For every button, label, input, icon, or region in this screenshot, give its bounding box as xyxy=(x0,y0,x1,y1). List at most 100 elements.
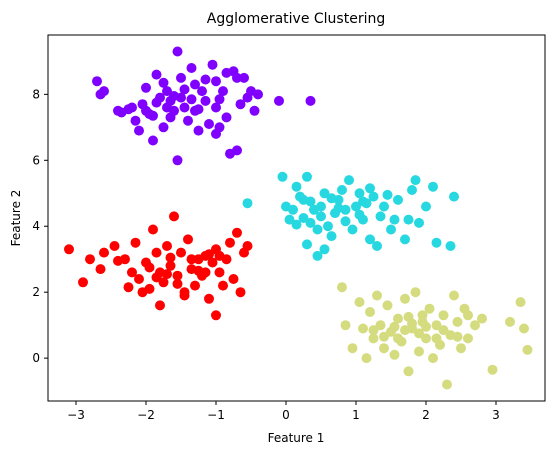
cluster-4-point xyxy=(379,331,389,342)
cluster-4-point xyxy=(452,316,463,327)
cluster-2-point xyxy=(382,189,393,200)
cluster-2-point xyxy=(312,250,323,261)
cluster-4-point xyxy=(403,366,414,377)
cluster-2-point xyxy=(372,241,382,251)
cluster-1-point xyxy=(176,72,186,83)
cluster-4-point xyxy=(470,320,480,331)
cluster-1-point xyxy=(190,79,200,90)
cluster-2-point xyxy=(288,204,298,215)
cluster-1-point xyxy=(232,145,242,156)
cluster-3-point xyxy=(176,247,186,258)
cluster-3-point xyxy=(218,280,228,291)
cluster-3-point xyxy=(200,267,211,278)
cluster-1-point xyxy=(148,135,158,146)
cluster-4-point xyxy=(400,325,410,336)
cluster-3-point xyxy=(162,269,172,280)
cluster-4-point xyxy=(382,300,393,311)
cluster-4-point xyxy=(368,333,379,344)
cluster-2-point xyxy=(389,214,400,225)
cluster-3-point xyxy=(151,272,162,283)
cluster-4-point xyxy=(347,343,358,354)
cluster-1-point xyxy=(130,115,141,126)
cluster-1-point xyxy=(305,95,316,106)
cluster-4-point xyxy=(389,349,400,360)
cluster-2-point xyxy=(375,211,386,222)
cluster-1-point xyxy=(162,86,172,97)
cluster-2-point xyxy=(365,234,375,245)
cluster-3-point xyxy=(172,270,183,281)
cluster-2-point xyxy=(421,201,431,212)
cluster-4-point xyxy=(522,344,533,355)
cluster-4-point xyxy=(368,325,379,336)
cluster-4-point xyxy=(375,320,386,331)
cluster-1-point xyxy=(165,112,176,123)
cluster-1-point xyxy=(221,112,232,123)
cluster-2-point xyxy=(305,217,316,228)
cluster-1-point xyxy=(253,89,263,100)
cluster-1-point xyxy=(141,82,151,93)
cluster-1-point xyxy=(183,115,193,126)
cluster-1-point xyxy=(211,128,221,139)
y-tick-label: 4 xyxy=(32,219,40,233)
cluster-2-point xyxy=(319,188,330,199)
cluster-2-point xyxy=(354,209,365,220)
plot-frame xyxy=(47,34,546,402)
x-tick-label: 1 xyxy=(352,408,360,422)
cluster-2-point xyxy=(351,201,361,212)
cluster-2-point xyxy=(323,221,333,232)
cluster-4-point xyxy=(414,346,424,357)
cluster-3-point xyxy=(134,274,144,284)
cluster-3-point xyxy=(207,257,218,268)
cluster-3-point xyxy=(64,244,74,255)
cluster-2-point xyxy=(347,224,358,235)
cluster-4-point xyxy=(438,310,449,321)
x-tick-label: −2 xyxy=(137,408,155,422)
y-tick-label: 0 xyxy=(32,351,40,365)
x-axis-ticks: −3 −2 −1 0 1 2 3 xyxy=(67,401,500,422)
cluster-2-point xyxy=(242,198,253,209)
cluster-2-point xyxy=(316,201,326,212)
cluster-4-point xyxy=(477,313,487,324)
cluster-3-point xyxy=(235,287,246,298)
cluster-2-point xyxy=(340,216,351,227)
cluster-1-point xyxy=(137,99,148,110)
cluster-1-point xyxy=(232,72,242,83)
cluster-3-point xyxy=(242,241,253,251)
cluster-2-point xyxy=(407,185,417,195)
x-axis-label: Feature 1 xyxy=(268,431,325,445)
cluster-2-point xyxy=(393,194,403,205)
cluster-4-point xyxy=(519,323,529,334)
cluster-3-point xyxy=(211,310,221,321)
cluster-1-point xyxy=(274,95,284,106)
cluster-3-point xyxy=(130,237,141,248)
cluster-4-point xyxy=(354,297,365,308)
cluster-1-point xyxy=(186,63,197,73)
cluster-3-point xyxy=(78,277,88,288)
cluster-2-point xyxy=(326,193,337,204)
cluster-3-point xyxy=(204,249,214,260)
cluster-3-point xyxy=(190,280,200,291)
cluster-4-point xyxy=(515,297,526,308)
cluster-2-point xyxy=(386,224,396,235)
cluster-4-point xyxy=(414,328,424,339)
cluster-4-point xyxy=(389,321,400,332)
points-layer xyxy=(64,46,533,390)
cluster-1-point xyxy=(92,76,102,87)
cluster-1-point xyxy=(214,94,225,105)
cluster-4-point xyxy=(365,307,375,317)
cluster-3-point xyxy=(85,254,95,265)
cluster-4-point xyxy=(452,331,463,342)
cluster-3-point xyxy=(165,252,176,263)
y-tick-label: 2 xyxy=(32,285,40,299)
cluster-1-point xyxy=(151,69,162,80)
cluster-2-point xyxy=(319,244,330,255)
cluster-1-point xyxy=(221,67,232,78)
cluster-4-point xyxy=(421,333,431,344)
cluster-3-point xyxy=(225,237,235,248)
cluster-4-point xyxy=(372,290,382,301)
cluster-3-point xyxy=(158,277,169,288)
cluster-1-point xyxy=(158,77,169,88)
x-tick-label: 2 xyxy=(422,408,430,422)
cluster-2-point xyxy=(284,214,295,225)
